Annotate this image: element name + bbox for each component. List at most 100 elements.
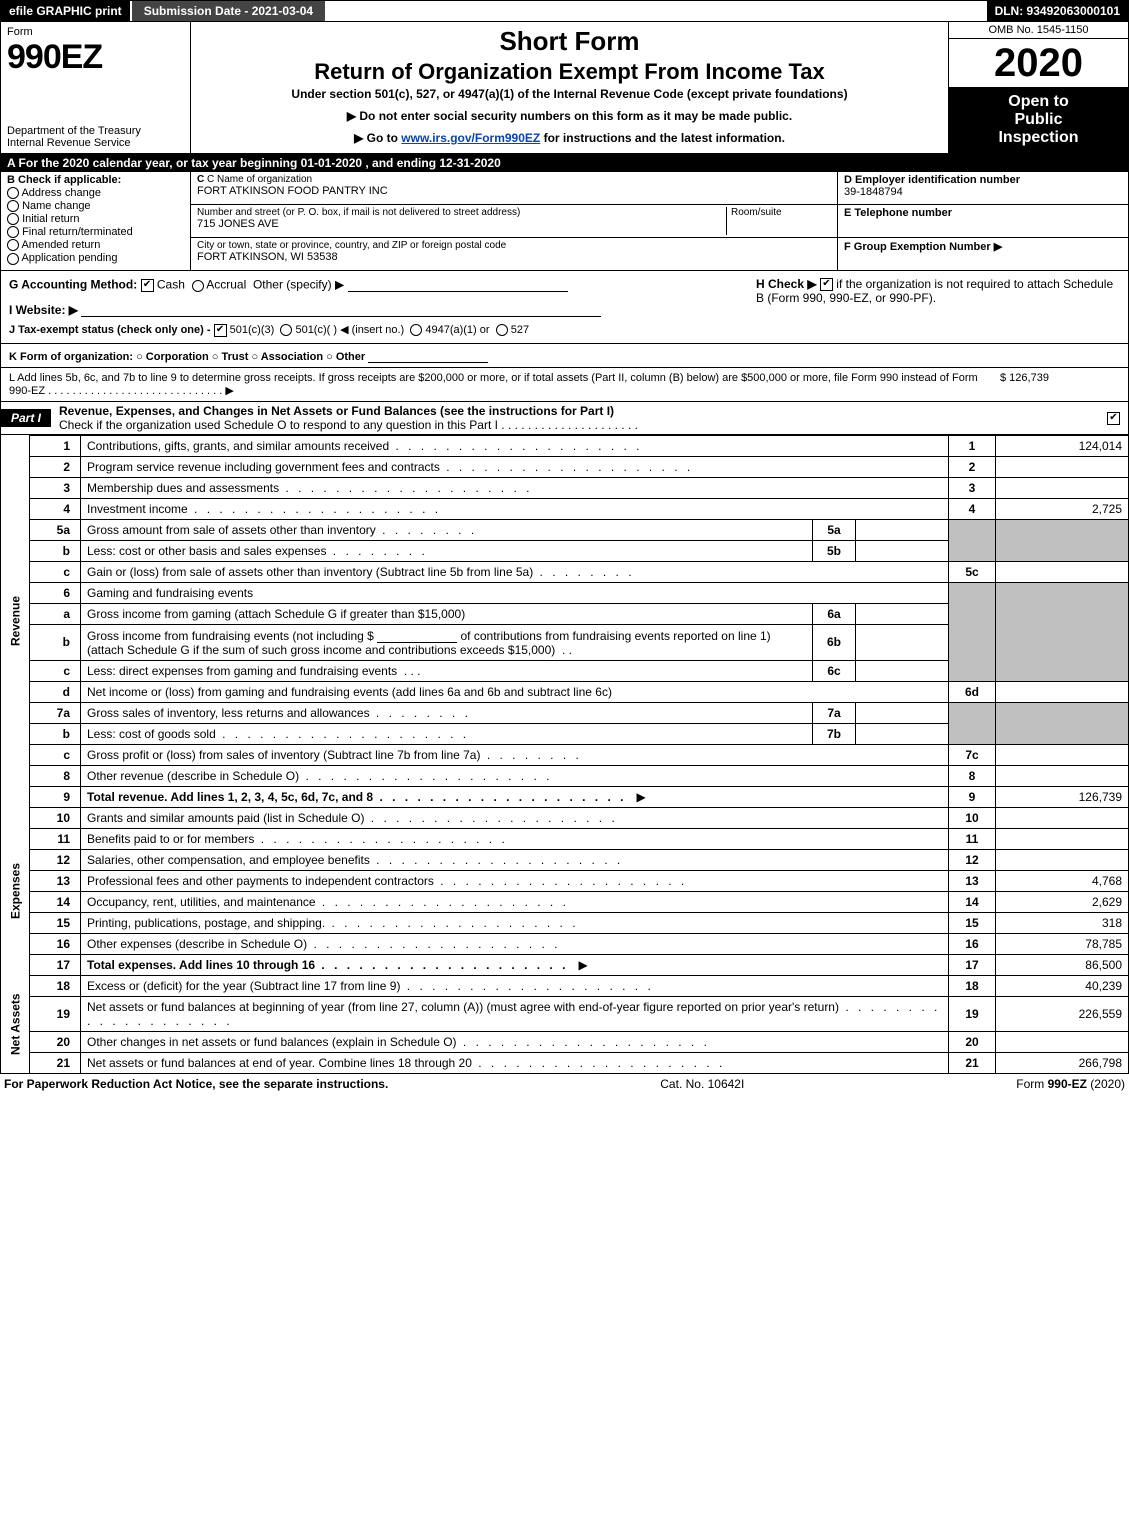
l-amount: $ 126,739 [1000, 372, 1120, 397]
l5b-text: Less: cost or other basis and sales expe… [81, 540, 813, 561]
l13-code: 13 [949, 870, 996, 891]
l10-amount [996, 807, 1129, 828]
l21-amount: 266,798 [996, 1052, 1129, 1073]
l7a-text: Gross sales of inventory, less returns a… [81, 702, 813, 723]
l7a-amount [856, 702, 949, 723]
l7c-amount [996, 744, 1129, 765]
chk-4947[interactable] [410, 324, 422, 336]
chk-address-change[interactable]: Address change [7, 187, 184, 199]
chk-initial-return[interactable]: Initial return [7, 213, 184, 225]
l4-num: 4 [30, 498, 81, 519]
chk-schedule-o-part1[interactable]: ✔ [1107, 412, 1120, 425]
other-label: Other (specify) ▶ [253, 278, 344, 292]
chk-name-change[interactable]: Name change [7, 200, 184, 212]
chk-final-return[interactable]: Final return/terminated [7, 226, 184, 238]
address-row: Number and street (or P. O. box, if mail… [191, 205, 837, 238]
cash-label: Cash [157, 278, 185, 292]
note2-suffix: for instructions and the latest informat… [544, 131, 785, 145]
part-1-tag: Part I [1, 409, 51, 427]
org-name-value: FORT ATKINSON FOOD PANTRY INC [197, 185, 831, 197]
l11-amount [996, 828, 1129, 849]
website-row: I Website: ▶ [9, 302, 740, 317]
efile-print-button[interactable]: efile GRAPHIC print [1, 1, 132, 21]
form-word: Form [7, 26, 184, 38]
l6d-amount [996, 681, 1129, 702]
ein-row: D Employer identification number 39-1848… [838, 172, 1128, 205]
l5c-amount [996, 561, 1129, 582]
l5b-amount [856, 540, 949, 561]
l15-text: Printing, publications, postage, and shi… [81, 912, 949, 933]
l7a-code: 7a [813, 702, 856, 723]
l18-code: 18 [949, 975, 996, 996]
part-1-title: Revenue, Expenses, and Changes in Net As… [51, 402, 1107, 434]
header-left: Form 990EZ Department of the Treasury In… [1, 22, 191, 153]
l1-code: 1 [949, 435, 996, 456]
section-b: B Check if applicable: Address change Na… [1, 172, 191, 270]
l10-code: 10 [949, 807, 996, 828]
l18-text: Excess or (deficit) for the year (Subtra… [81, 975, 949, 996]
top-bar: efile GRAPHIC print Submission Date - 20… [0, 0, 1129, 22]
chk-application-pending[interactable]: Application pending [7, 252, 184, 264]
chk-501c3[interactable]: ✔ [214, 324, 227, 337]
netassets-side-label: Net Assets [1, 975, 30, 1073]
chk-accrual[interactable] [192, 280, 204, 292]
l15-code: 15 [949, 912, 996, 933]
chk-501c[interactable] [280, 324, 292, 336]
other-specify-input[interactable] [348, 277, 568, 292]
l4-text: Investment income [81, 498, 949, 519]
l21-code: 21 [949, 1052, 996, 1073]
l11-code: 11 [949, 828, 996, 849]
tax-exempt-status-row: J Tax-exempt status (check only one) - ✔… [9, 323, 740, 337]
l14-text: Occupancy, rent, utilities, and maintena… [81, 891, 949, 912]
footer-mid: Cat. No. 10642I [660, 1077, 744, 1091]
website-input[interactable] [81, 302, 601, 317]
section-g-i-j: G Accounting Method: ✔ Cash Accrual Othe… [1, 271, 748, 343]
form-number: 990EZ [7, 38, 184, 77]
l20-code: 20 [949, 1031, 996, 1052]
chk-527[interactable] [496, 324, 508, 336]
l17-text: Total expenses. Add lines 10 through 16 … [81, 954, 949, 975]
tax-year: 2020 [949, 39, 1128, 87]
l5c-code: 5c [949, 561, 996, 582]
note2-prefix: ▶ Go to [354, 131, 401, 145]
l6a-text: Gross income from gaming (attach Schedul… [81, 603, 813, 624]
l17-code: 17 [949, 954, 996, 975]
l14-code: 14 [949, 891, 996, 912]
g-label: G Accounting Method: [9, 278, 137, 292]
l6b-contrib-input[interactable] [377, 628, 457, 643]
l6b-code: 6b [813, 624, 856, 660]
l5c-num: c [30, 561, 81, 582]
l6c-text: Less: direct expenses from gaming and fu… [81, 660, 813, 681]
l5a-num: 5a [30, 519, 81, 540]
k-other-input[interactable] [368, 348, 488, 363]
submission-date-button[interactable]: Submission Date - 2021-03-04 [132, 1, 325, 21]
phone-row: E Telephone number [838, 205, 1128, 238]
section-g-h: G Accounting Method: ✔ Cash Accrual Othe… [0, 271, 1129, 344]
phone-label: E Telephone number [844, 207, 1122, 219]
l19-text: Net assets or fund balances at beginning… [81, 996, 949, 1031]
l14-num: 14 [30, 891, 81, 912]
chk-amended-return[interactable]: Amended return [7, 239, 184, 251]
header-right: OMB No. 1545-1150 2020 Open to Public In… [948, 22, 1128, 153]
l7ab-grey-amt [996, 702, 1129, 744]
l13-amount: 4,768 [996, 870, 1129, 891]
chk-cash[interactable]: ✔ [141, 279, 154, 292]
open-line-3: Inspection [951, 129, 1126, 147]
expenses-side-label: Expenses [1, 807, 30, 975]
instructions-link[interactable]: www.irs.gov/Form990EZ [401, 131, 540, 145]
l5b-code: 5b [813, 540, 856, 561]
l2-text: Program service revenue including govern… [81, 456, 949, 477]
l7ab-grey-code [949, 702, 996, 744]
l1-text: Contributions, gifts, grants, and simila… [81, 435, 949, 456]
l7c-text: Gross profit or (loss) from sales of inv… [81, 744, 949, 765]
l3-amount [996, 477, 1129, 498]
k-text: K Form of organization: ○ Corporation ○ … [9, 351, 365, 363]
open-to-public: Open to Public Inspection [949, 87, 1128, 153]
l8-text: Other revenue (describe in Schedule O) [81, 765, 949, 786]
group-exemption-label: F Group Exemption Number ▶ [844, 240, 1122, 253]
section-k: K Form of organization: ○ Corporation ○ … [0, 344, 1129, 368]
open-line-1: Open to [951, 93, 1126, 111]
chk-schedule-b-not-required[interactable]: ✔ [820, 278, 833, 291]
entity-info-block: B Check if applicable: Address change Na… [0, 172, 1129, 271]
city-label: City or town, state or province, country… [197, 240, 831, 251]
